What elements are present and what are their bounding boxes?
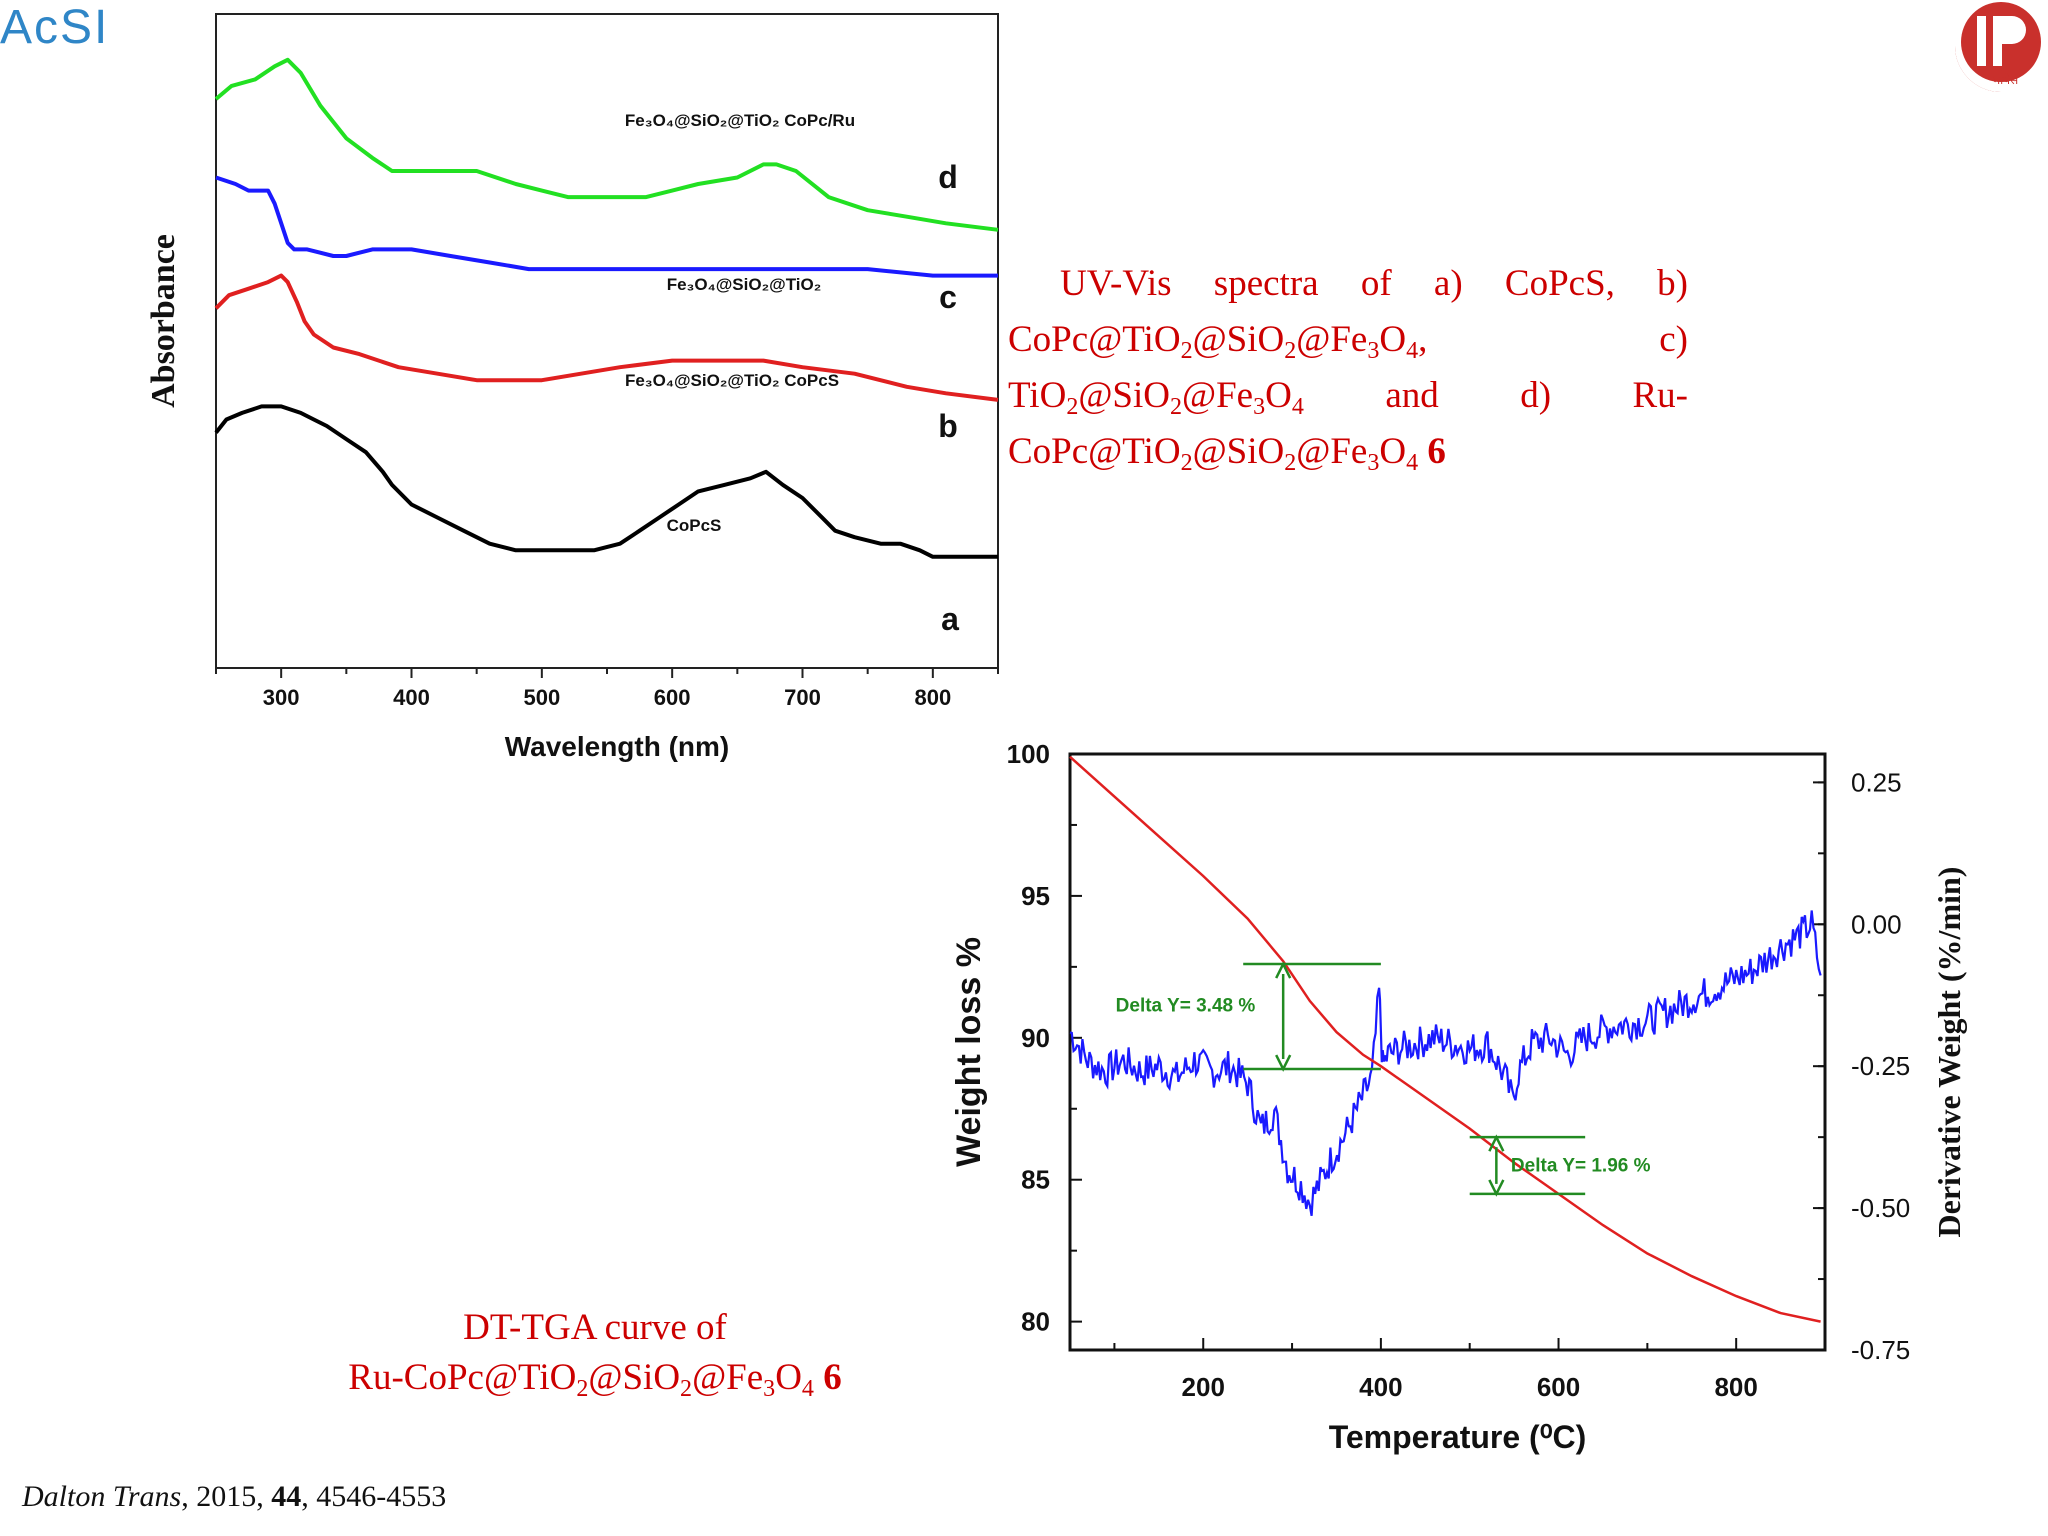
dt-tga-chart: 200 400 600 800 Temperature (⁰C) 80 85 90 95 100 W…: [950, 739, 1967, 1455]
series-label-b: Fe₃O₄@SiO₂@TiO₂ CoPcS: [625, 371, 839, 390]
series-letter-a: a: [941, 601, 959, 637]
x-tick-label-400: 400: [393, 685, 430, 710]
x-tick-label-600: 600: [1537, 1372, 1580, 1402]
y-right-tick-label: -0.25: [1851, 1051, 1910, 1081]
series-letter-b: b: [938, 408, 958, 444]
annotation-label: Delta Y= 1.96 %: [1511, 1156, 1651, 1177]
y-left-tick-label-90: 90: [1021, 1023, 1050, 1053]
y-right-tick-label: 0.25: [1851, 767, 1902, 797]
series-line-d: [214, 57, 999, 232]
series-label-d: Fe₃O₄@SiO₂@TiO₂ CoPc/Ru: [625, 111, 855, 130]
annotation-arrow-head-down: [1488, 1179, 1505, 1197]
x-tick-label-400: 400: [1359, 1372, 1402, 1402]
series-label-c: Fe₃O₄@SiO₂@TiO₂: [667, 275, 822, 294]
series-label-a: CoPcS: [667, 516, 722, 535]
y-left-axis-label: Weight loss %: [950, 937, 988, 1167]
plot-frame: [1068, 752, 1827, 1352]
x-tick-label-200: 200: [1182, 1372, 1225, 1402]
y-left-tick-label-80: 80: [1021, 1307, 1050, 1337]
uv-vis-chart: 300 400 500 600 700 800 Wavelength (nm) Absorba…: [145, 13, 999, 762]
series-line-a: [214, 404, 998, 559]
annotation-arrow-head-up: [1275, 961, 1292, 979]
institute-logo-mark: भापेस: [1955, 0, 2048, 92]
acsi-logo-text: AcSI: [0, 1, 110, 54]
series-line-b: [214, 273, 999, 402]
series-letter-d: d: [938, 159, 958, 195]
institute-logo: भापेस: [1955, 0, 2048, 92]
y-left-tick-label-95: 95: [1021, 881, 1050, 911]
uv-vis-caption: UV-Vis spectra of a) CoPcS, b) CoPc@TiO2…: [1008, 263, 1688, 477]
weight-loss-line: [1069, 755, 1821, 1323]
acsi-logo: AcSI: [0, 0, 150, 75]
x-tick-label-800: 800: [914, 685, 951, 710]
annotation-arrow-head-up: [1488, 1134, 1505, 1152]
citation: Dalton Trans, 2015, 44, 4546-4553: [22, 1480, 447, 1513]
x-axis-label: Temperature (⁰C): [1329, 1419, 1587, 1455]
y-right-tick-label: -0.50: [1851, 1193, 1910, 1223]
y-right-tick-label: 0.00: [1851, 909, 1902, 939]
annotation-arrow-head-down: [1275, 1054, 1292, 1072]
x-axis-label: Wavelength (nm): [505, 731, 730, 762]
x-tick-label-700: 700: [784, 685, 821, 710]
x-tick-label-300: 300: [263, 685, 300, 710]
dt-tga-caption: DT-TGA curve of Ru-CoPc@TiO2@SiO2@Fe3O4 …: [348, 1307, 842, 1403]
y-left-tick-label-100: 100: [1007, 739, 1050, 769]
derivative-weight-line: [1069, 910, 1822, 1216]
x-tick-label-800: 800: [1714, 1372, 1757, 1402]
series-line-c: [215, 175, 998, 278]
annotation-label: Delta Y= 3.48 %: [1116, 996, 1256, 1017]
y-right-tick-label: -0.75: [1851, 1335, 1910, 1365]
y-left-tick-label-85: 85: [1021, 1165, 1050, 1195]
series-letter-c: c: [939, 279, 957, 315]
y-axis-label: Absorbance: [145, 234, 182, 408]
institute-logo-text: भापेस: [1992, 73, 2019, 87]
x-tick-label-600: 600: [654, 685, 691, 710]
y-right-axis-label: Derivative Weight (%/min): [1931, 867, 1967, 1238]
x-tick-label-500: 500: [523, 685, 560, 710]
plot-frame: [215, 13, 999, 669]
